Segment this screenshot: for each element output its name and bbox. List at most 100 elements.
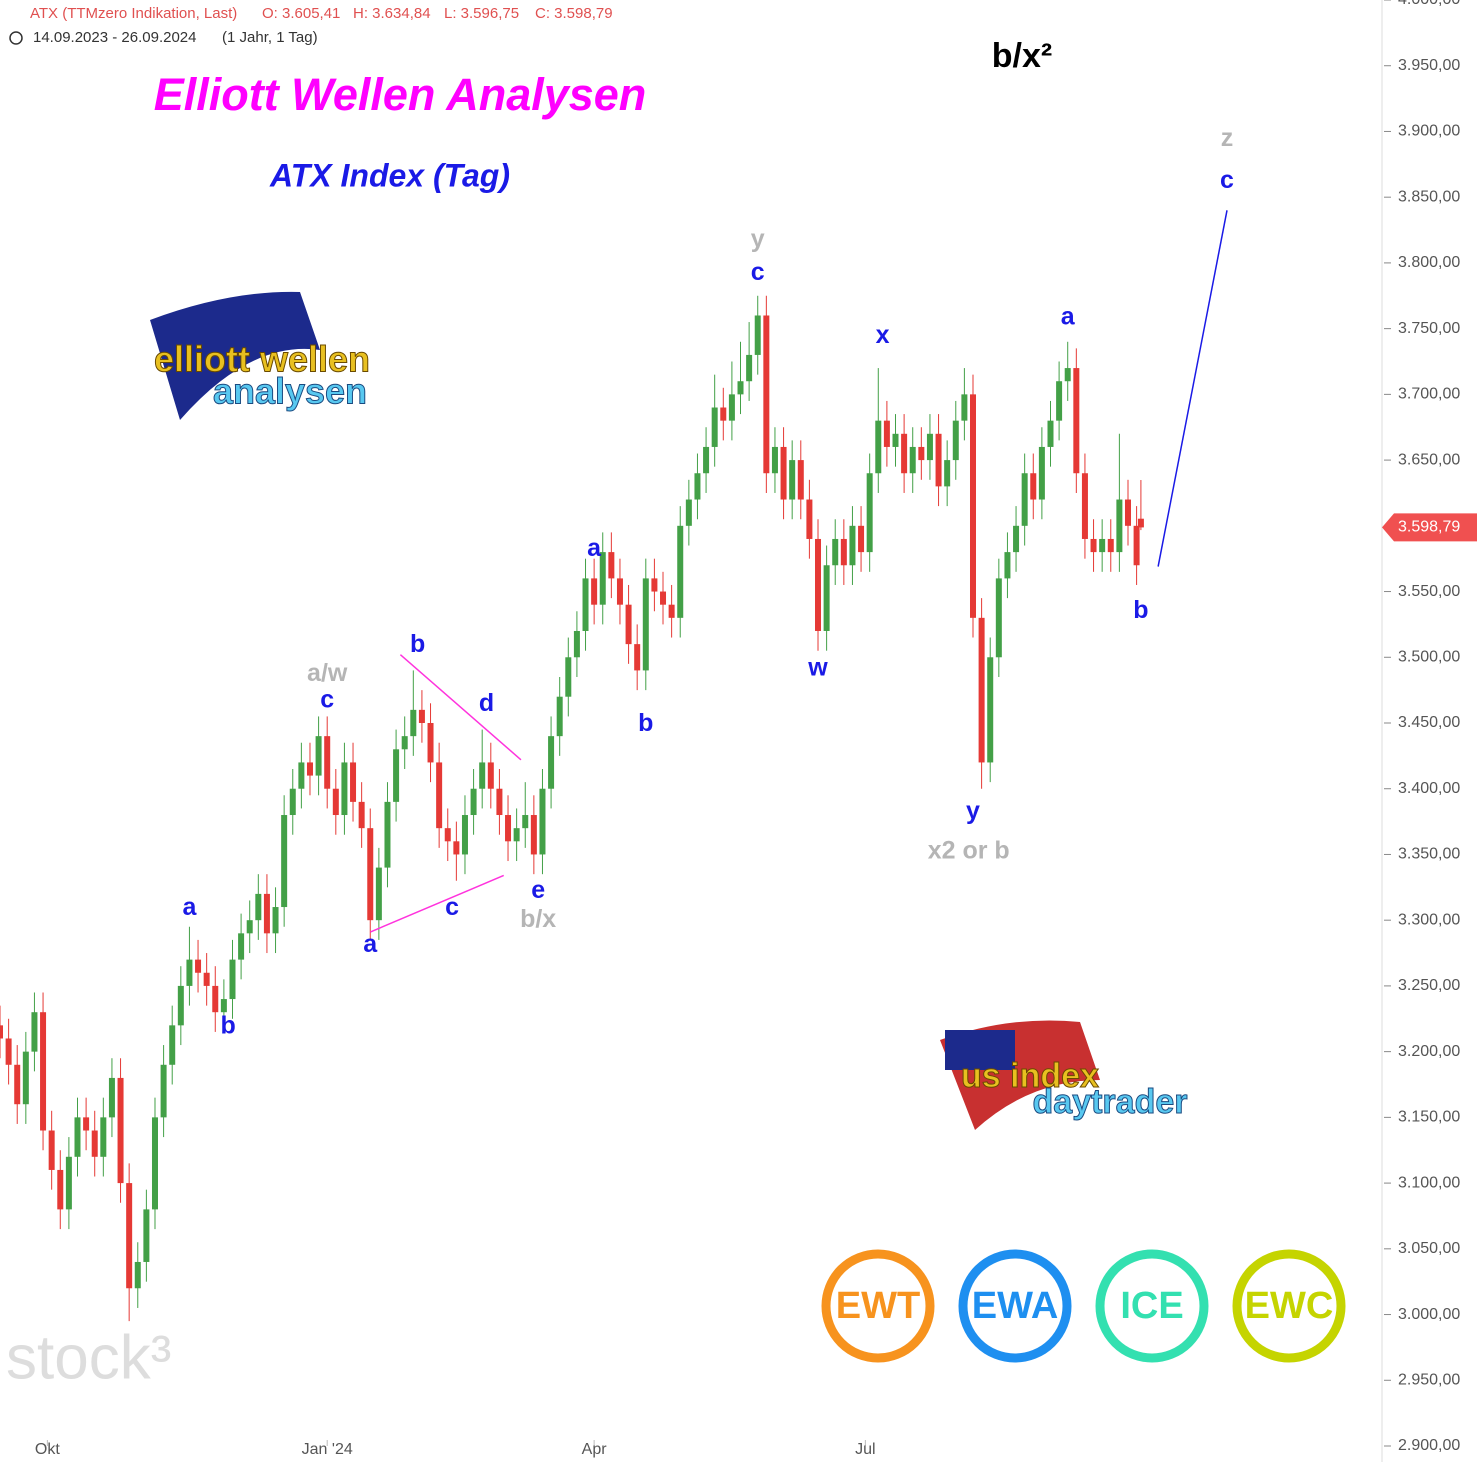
- wave-label: c: [751, 258, 765, 286]
- candle-body: [1090, 538, 1097, 553]
- candle-body: [892, 433, 899, 447]
- candle-body: [858, 525, 865, 553]
- wave-label: b/x: [520, 905, 556, 933]
- candle-body: [952, 420, 959, 461]
- instrument: ATX (TTMzero Indikation, Last): [30, 5, 237, 22]
- y-tick-label: 3.500,00: [1398, 648, 1460, 665]
- y-tick-label: 3.900,00: [1398, 123, 1460, 140]
- candle-body: [1013, 525, 1020, 553]
- candle-body: [918, 446, 925, 461]
- candle-body: [720, 407, 727, 421]
- trend-line: [369, 874, 505, 933]
- candle-body: [444, 828, 451, 842]
- wave-label: z: [1221, 124, 1234, 152]
- candle-body: [883, 420, 890, 447]
- candle-body: [875, 420, 882, 474]
- badge-label: EWT: [836, 1285, 920, 1327]
- candle-body: [926, 433, 933, 461]
- wave-label: b: [638, 709, 653, 737]
- candle-body: [573, 630, 580, 658]
- y-tick-label: 3.300,00: [1398, 911, 1460, 928]
- candle-body: [1137, 518, 1144, 528]
- candle-body: [220, 999, 227, 1013]
- candle-body: [901, 433, 908, 474]
- y-tick-label: 3.050,00: [1398, 1240, 1460, 1257]
- candle-body: [806, 499, 813, 539]
- watermark: stock³: [6, 1323, 171, 1392]
- candle-body: [281, 815, 288, 908]
- y-tick-label: 3.800,00: [1398, 254, 1460, 271]
- y-tick-label: 3.650,00: [1398, 451, 1460, 468]
- badge-ring: [958, 1249, 1072, 1363]
- candle-body: [177, 985, 184, 1026]
- wave-label: a: [182, 893, 197, 921]
- candle-body: [832, 538, 839, 566]
- candle-body: [22, 1051, 29, 1105]
- trend-line: [399, 654, 522, 761]
- candle-body: [358, 801, 365, 829]
- candle-body: [771, 446, 778, 474]
- candle-body: [995, 578, 1002, 658]
- x-tick-label: Apr: [582, 1441, 608, 1458]
- candle-body: [789, 460, 796, 500]
- candle-body: [195, 959, 202, 973]
- candle-body: [780, 446, 787, 500]
- wave-label: a: [1061, 303, 1076, 331]
- candle-body: [229, 959, 236, 1000]
- candle-body: [100, 1117, 107, 1157]
- candle-body: [367, 828, 374, 921]
- y-tick-label: 2.900,00: [1398, 1437, 1460, 1454]
- candle-body: [1021, 473, 1028, 526]
- header: ATX (TTMzero Indikation, Last) 14.09.202…: [9, 5, 318, 46]
- candle-body: [298, 762, 305, 789]
- candle-body: [470, 788, 477, 816]
- y-tick-label: 3.550,00: [1398, 583, 1460, 600]
- candle-body: [591, 578, 598, 605]
- candle-body: [186, 959, 193, 986]
- candle-body: [65, 1156, 72, 1210]
- wave-label: b: [410, 630, 425, 658]
- y-tick-label: 3.000,00: [1398, 1306, 1460, 1323]
- candle-body: [5, 1038, 12, 1065]
- logo-text: daytrader: [1033, 1083, 1188, 1121]
- candle-body: [1099, 538, 1106, 553]
- y-tick-label: 4.000,00: [1398, 0, 1460, 8]
- flag: [150, 291, 320, 420]
- candle-body: [548, 736, 555, 789]
- logo-text: us index: [961, 1057, 1099, 1095]
- date-range: 14.09.2023 - 26.09.2024: [33, 29, 196, 46]
- candle-body: [40, 1012, 47, 1131]
- wave-label: c: [320, 685, 334, 713]
- candle-body: [160, 1064, 167, 1118]
- badge-ring: [1232, 1249, 1346, 1363]
- wave-label: e: [531, 876, 545, 904]
- candle-body: [840, 538, 847, 566]
- wave-label: c: [445, 893, 459, 921]
- candle-body: [48, 1130, 55, 1170]
- badge-ring: [1095, 1249, 1209, 1363]
- candle-body: [909, 446, 916, 474]
- candle-body: [126, 1183, 133, 1289]
- candle-body: [522, 815, 529, 829]
- candle-body: [935, 433, 942, 487]
- candle-body: [815, 538, 822, 631]
- candle-body: [169, 1025, 176, 1065]
- logo-bottom: us index daytrader: [940, 1020, 1188, 1130]
- candle-body: [1047, 420, 1054, 447]
- y-tick-label: 3.150,00: [1398, 1109, 1460, 1126]
- ohlc-value: L: 3.596,75: [444, 5, 519, 22]
- candle-body: [737, 381, 744, 395]
- wave-label: x: [876, 321, 890, 349]
- candle-body: [728, 394, 735, 421]
- period: (1 Jahr, 1 Tag): [222, 29, 318, 46]
- candle-body: [1116, 499, 1123, 553]
- candle-body: [1056, 381, 1063, 421]
- x-tick-label: Okt: [35, 1441, 60, 1458]
- chart-title: Elliott Wellen Analysen: [154, 69, 647, 120]
- wave-label: d: [479, 689, 494, 717]
- wave-label: a: [363, 930, 378, 958]
- badge-label: EWC: [1245, 1285, 1334, 1327]
- candle-body: [660, 591, 667, 605]
- candle-body: [272, 907, 279, 934]
